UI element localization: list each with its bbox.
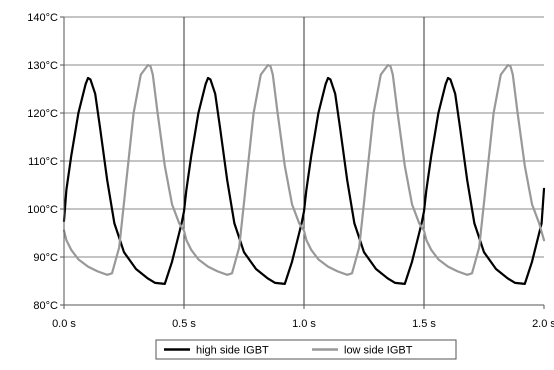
x-axis-tick-labels: 0.0 s 0.5 s 1.0 s 1.5 s 2.0 s xyxy=(52,318,554,330)
y-tick-label: 110°C xyxy=(28,156,58,168)
x-tick-label: 2.0 s xyxy=(532,318,554,330)
x-tick-label: 0.0 s xyxy=(52,318,76,330)
y-tick-label: 130°C xyxy=(27,60,58,72)
grid-lines xyxy=(64,16,544,305)
legend: high side IGBT low side IGBT xyxy=(155,339,457,360)
series-line-high-side-igbt xyxy=(62,76,546,285)
legend-label: high side IGBT xyxy=(196,345,269,357)
y-tick-label: 140°C xyxy=(27,12,58,24)
x-tick-label: 0.5 s xyxy=(172,318,196,330)
y-tick-label: 80°C xyxy=(33,300,58,312)
legend-label: low side IGBT xyxy=(344,345,413,357)
legend-box xyxy=(155,339,457,360)
y-tick-label: 120°C xyxy=(27,108,58,120)
series-lines xyxy=(62,63,546,285)
series-line-low-side-igbt xyxy=(62,63,546,276)
y-tick-label: 100°C xyxy=(27,204,58,216)
x-tick-label: 1.0 s xyxy=(292,318,316,330)
y-tick-label: 90°C xyxy=(33,252,58,264)
axes xyxy=(60,16,545,309)
y-axis-tick-labels: 80°C 90°C 100°C 110°C 120°C 130°C 140°C xyxy=(27,12,58,312)
x-tick-label: 1.5 s xyxy=(412,318,436,330)
